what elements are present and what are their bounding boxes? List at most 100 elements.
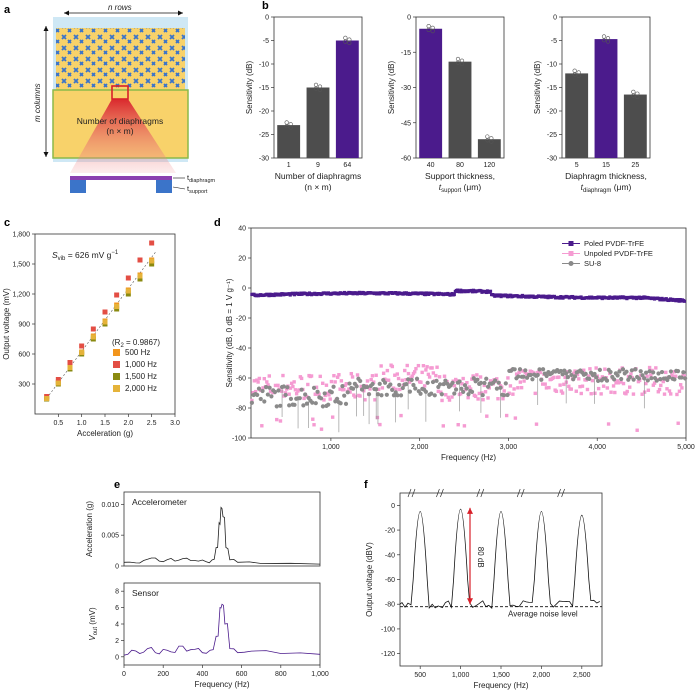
zoom-cone [70, 99, 176, 173]
d-unpoled-point [273, 383, 278, 388]
b1-xtick-label: 9 [316, 162, 320, 169]
d-unpoled-point [405, 363, 409, 368]
d-unpoled-point [287, 392, 291, 396]
d-su8-point [651, 370, 656, 375]
d-unpoled-point [486, 396, 490, 400]
c-ylabel: Output voltage (mV) [2, 288, 11, 360]
d-su8-point [498, 385, 503, 390]
d-su8-point [668, 369, 674, 374]
f-xtick-label: 2,500 [573, 672, 591, 679]
d-su8-point [423, 389, 428, 394]
d-su8-point [340, 384, 345, 389]
d-su8-point [409, 377, 414, 383]
d-su8-point [406, 377, 411, 382]
d-unpoled-point [644, 381, 648, 386]
d-unpoled-point [257, 376, 262, 381]
b2-replicate-point [489, 139, 494, 144]
d-unpoled-point [332, 373, 336, 378]
c-xtick-label: 2.0 [123, 420, 133, 427]
d-su8-point [429, 391, 434, 396]
c-legend-swatch [113, 349, 120, 356]
d-xtick-label: 1,000 [322, 444, 340, 451]
f-xtick-label: 500 [414, 672, 426, 679]
d-ytick-label: 0 [242, 286, 246, 293]
d-unpoled-point [589, 392, 593, 396]
e-top-ylabel: Acceleration (g) [85, 501, 94, 557]
d-su8-point [301, 403, 306, 408]
d-unpoled-point [395, 372, 400, 376]
b3-replicate-point [572, 72, 577, 77]
d-unpoled-point [420, 370, 424, 375]
d-unpoled-point [373, 398, 377, 402]
b2-ytick-label: -15 [401, 50, 411, 57]
b1-ylabel: Sensitivity (dB) [245, 60, 254, 114]
b3-ytick-label: -30 [547, 156, 557, 163]
b1-xlabel-line1: Number of diaphragms [275, 171, 361, 181]
d-xlabel: Frequency (Hz) [441, 453, 496, 462]
d-su8-point [292, 402, 297, 407]
d-su8-point [418, 391, 423, 396]
b2-replicate-point [430, 29, 435, 34]
d-su8-point [493, 378, 498, 383]
d-unpoled-point [483, 390, 488, 394]
d-su8-point [535, 372, 540, 378]
d-unpoled-point [674, 374, 678, 378]
d-unpoled-point [645, 374, 649, 378]
d-su8-point [567, 369, 572, 374]
d-unpoled-point [619, 380, 623, 384]
d-su8-point [617, 369, 622, 374]
d-ytick-label: 20 [238, 256, 246, 263]
d-unpoled-point [396, 376, 401, 381]
e-bottom-ytick-label: 0 [115, 654, 119, 661]
d-unpoled-point [578, 384, 582, 389]
d-unpoled-point [560, 391, 565, 395]
d-su8-point [359, 387, 365, 392]
c-ytick-label: 1,800 [12, 232, 30, 239]
d-unpoled-point [676, 421, 680, 425]
d-unpoled-point [502, 389, 506, 393]
c-xtick-label: 2.5 [147, 420, 157, 427]
d-unpoled-point [399, 413, 403, 418]
d-unpoled-point [353, 395, 357, 399]
b3-xtick-label: 5 [575, 162, 579, 169]
d-su8-point [480, 393, 485, 398]
d-unpoled-point [476, 397, 480, 401]
c-point [55, 377, 61, 382]
d-unpoled-point [554, 389, 559, 394]
d-unpoled-point [656, 390, 661, 394]
d-su8-point [587, 376, 592, 381]
b1-replicate-point [284, 124, 289, 129]
d-su8-point [469, 389, 475, 394]
d-su8-point [365, 384, 370, 390]
d-su8-point [501, 393, 507, 398]
c-legend-label: 1,000 Hz [125, 360, 157, 369]
f-ytick-label: -60 [385, 577, 395, 584]
d-su8-point [530, 377, 535, 382]
d-unpoled-point [391, 386, 396, 390]
e-bottom-ytick-label: 2 [115, 638, 119, 645]
d-unpoled-point [466, 395, 470, 400]
d-su8-point [329, 390, 334, 395]
b2-xlabel-line2: tsupport (μm) [439, 182, 482, 194]
d-unpoled-point [461, 376, 465, 381]
d-unpoled-point [267, 374, 271, 378]
b3-replicate-point [631, 89, 636, 95]
b2-ylabel: Sensitivity (dB) [387, 60, 396, 114]
d-unpoled-point [563, 375, 567, 380]
d-su8-point [649, 376, 654, 381]
c-xlabel: Acceleration (g) [77, 429, 133, 438]
d-su8-point [572, 374, 578, 379]
d-unpoled-point [378, 422, 382, 427]
d-su8-point [377, 381, 382, 386]
d-su8-point [675, 368, 681, 374]
panel-label-d: d [214, 217, 221, 229]
b3-ytick-label: -20 [547, 109, 557, 116]
d-unpoled-point [355, 373, 360, 377]
d-unpoled-point [408, 380, 412, 384]
b3-xlabel-line1: Diaphragm thickness, [565, 171, 647, 181]
b3-ylabel: Sensitivity (dB) [533, 60, 542, 114]
d-unpoled-point [427, 375, 432, 379]
d-unpoled-point [654, 366, 658, 370]
d-unpoled-point [439, 390, 443, 394]
d-su8-point [320, 404, 326, 409]
